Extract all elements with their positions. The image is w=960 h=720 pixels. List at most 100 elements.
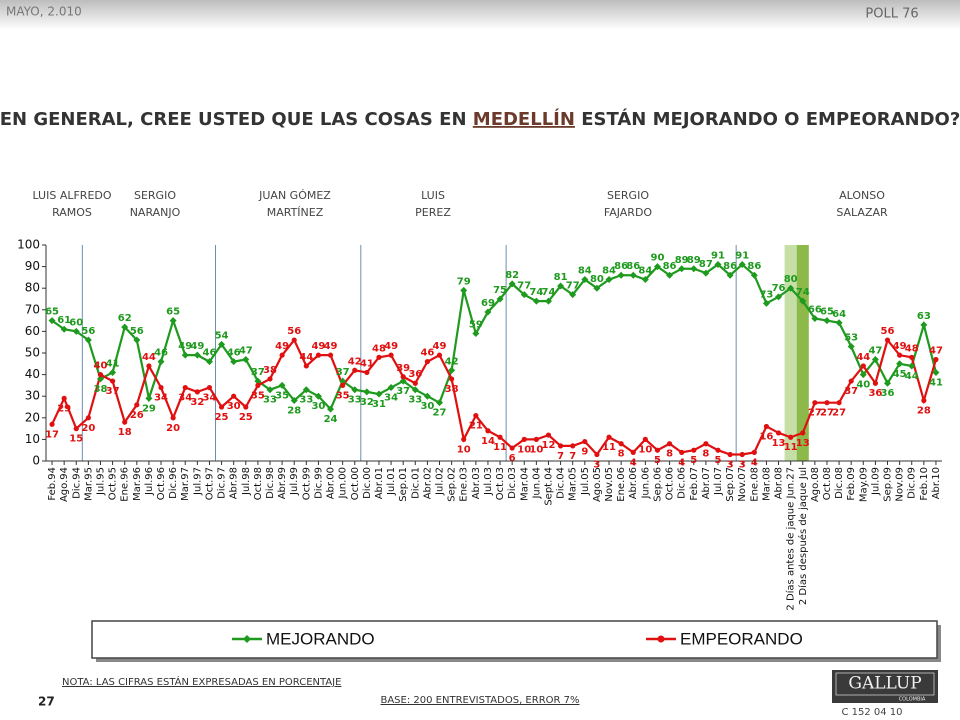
x-tick-label: Jul.97	[192, 467, 203, 496]
legend-marker	[243, 635, 251, 643]
period-name: LUIS ALFREDO	[32, 189, 111, 202]
y-tick-label: 20	[25, 410, 40, 424]
value-label: 12	[542, 440, 556, 451]
point	[133, 336, 141, 344]
value-label: 80	[784, 274, 798, 285]
value-label: 59	[469, 320, 483, 331]
x-tick-label: Nov.09	[895, 467, 906, 502]
value-label: 44	[299, 352, 313, 363]
point	[388, 352, 394, 358]
point	[835, 319, 843, 327]
point	[641, 276, 649, 284]
point	[509, 445, 515, 451]
x-tick-label: Ene.96	[120, 467, 131, 502]
point	[896, 360, 904, 368]
y-tick-label: 90	[25, 259, 40, 273]
point	[727, 451, 733, 458]
point	[303, 363, 309, 369]
point	[823, 317, 831, 325]
x-tick-label: Oct.08	[822, 467, 833, 500]
value-label: 15	[69, 434, 83, 445]
period-name: JUAN GÓMEZ	[258, 189, 331, 202]
legend-label: MEJORANDO	[266, 629, 375, 648]
point	[97, 372, 104, 378]
point	[473, 413, 479, 419]
value-label: 76	[772, 283, 786, 294]
y-tick-label: 30	[25, 389, 40, 403]
point	[582, 438, 588, 445]
x-tick-label: Sep.07	[725, 467, 736, 502]
point	[134, 402, 140, 408]
value-label: 74	[529, 287, 543, 298]
x-tick-label: Oct.99	[301, 467, 312, 500]
point	[884, 379, 892, 387]
value-label: 25	[239, 412, 253, 423]
value-label: 34	[384, 393, 398, 404]
title-highlight: MEDELLÍN	[473, 108, 575, 130]
value-label: 34	[154, 393, 168, 404]
point	[811, 314, 819, 322]
value-label: 20	[81, 423, 95, 434]
point	[533, 436, 539, 442]
point	[291, 337, 297, 343]
x-tick-label: Oct.95	[108, 467, 119, 500]
value-label: 30	[420, 401, 434, 412]
point	[193, 351, 201, 359]
period-name: NARANJO	[130, 206, 181, 219]
point	[726, 271, 734, 279]
title-part: EN GENERAL, CREE USTED QUE LAS COSAS EN	[0, 109, 473, 130]
point	[72, 327, 80, 335]
point	[121, 323, 129, 331]
point	[314, 392, 322, 400]
value-label: 37	[106, 386, 120, 397]
point	[594, 451, 600, 458]
value-label: 84	[578, 266, 592, 277]
point	[799, 297, 807, 305]
x-tick-label: Sept.04	[543, 467, 554, 506]
point	[653, 263, 661, 271]
point	[714, 260, 722, 268]
value-label: 20	[166, 423, 180, 434]
point	[436, 399, 444, 407]
value-label: 46	[154, 348, 168, 359]
value-label: 86	[614, 261, 628, 272]
x-tick-label: Jun.04	[531, 467, 542, 500]
point	[242, 355, 250, 363]
note: NOTA: LAS CIFRAS ESTÁN EXPRESADAS EN POR…	[62, 675, 341, 688]
point	[860, 363, 866, 369]
x-tick-label: Dic.08	[834, 467, 845, 499]
value-label: 44	[856, 352, 870, 363]
point	[921, 397, 927, 404]
value-label: 5	[654, 455, 661, 466]
point	[496, 295, 504, 303]
point	[472, 330, 480, 338]
x-tick-label: Oct.96	[156, 467, 167, 500]
value-label: 9	[581, 447, 588, 458]
value-label: 86	[747, 261, 761, 272]
value-label: 73	[759, 289, 773, 300]
x-tick-label: Abr.03	[471, 467, 482, 499]
value-label: 42	[348, 356, 362, 367]
value-label: 45	[893, 369, 907, 380]
point	[255, 382, 261, 388]
point	[666, 271, 674, 279]
value-label: 38	[445, 384, 459, 395]
value-label: 32	[360, 397, 374, 408]
poll: POLL 76	[865, 7, 918, 22]
point	[48, 317, 56, 325]
x-tick-label: Nov.07	[737, 467, 748, 502]
point	[800, 430, 806, 436]
point	[169, 317, 177, 325]
value-label: 37	[396, 386, 410, 397]
point	[871, 355, 879, 363]
top-bar	[0, 0, 960, 30]
point	[787, 284, 795, 292]
title-part: ESTÁN MEJORANDO O EMPEORANDO?	[575, 108, 960, 130]
value-label: 49	[893, 341, 907, 352]
point	[352, 367, 358, 373]
value-label: 77	[566, 281, 580, 292]
value-label: 37	[336, 367, 350, 378]
value-label: 56	[81, 326, 95, 337]
point	[363, 388, 371, 396]
